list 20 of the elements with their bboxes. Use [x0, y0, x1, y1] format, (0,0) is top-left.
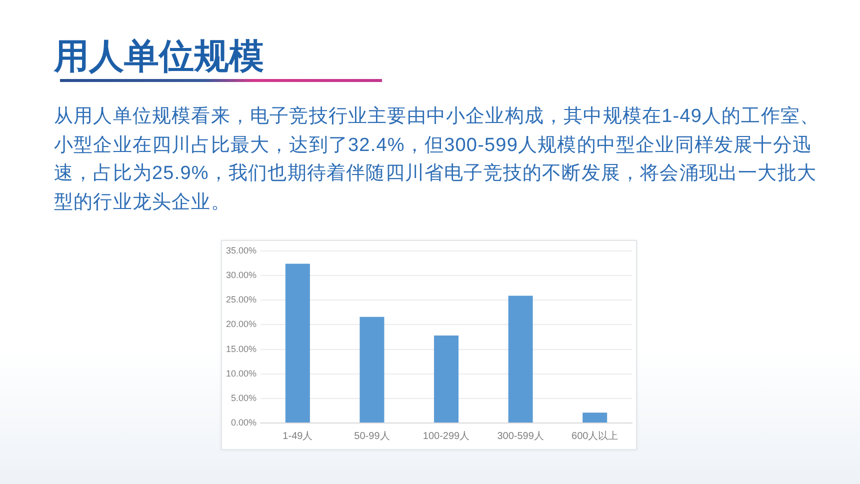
bar: [508, 296, 533, 422]
x-tick-label: 600人以上: [572, 430, 618, 442]
x-tick-label: 100-299人: [422, 430, 470, 442]
x-tick-label: 1-49人: [282, 430, 313, 442]
x-tick-label: 50-99人: [354, 430, 390, 442]
bar: [285, 264, 310, 422]
chart-title: 用人单位规模: [54, 36, 264, 79]
bar: [360, 316, 384, 422]
y-tick-label: 30.00%: [226, 270, 257, 280]
y-tick-label: 10.00%: [226, 368, 257, 378]
y-tick-label: 20.00%: [226, 319, 257, 330]
y-tick-label: 5.00%: [230, 392, 257, 403]
bar: [434, 336, 459, 422]
y-tick-label: 0.00%: [230, 417, 257, 428]
x-tick-label: 300-599人: [497, 430, 544, 442]
y-tick-label: 35.00%: [226, 245, 257, 256]
chart-subtitle: 从用人单位规模看来，电子竞技行业主要由中小企业构成，其中规模在1-49人的工作室、小型企业在四川占比最大，达到了32.4%，但300-599人规模的中型企业同样发展十分迅速，占比为25.9%，我们也期待着伴随四川省电子竞技的不断发展，将会涌现出一大批大型的行业龙头企业。: [54, 105, 821, 216]
bar: [582, 412, 608, 422]
y-tick-label: 25.00%: [226, 294, 257, 305]
y-tick-label: 15.00%: [226, 344, 257, 354]
